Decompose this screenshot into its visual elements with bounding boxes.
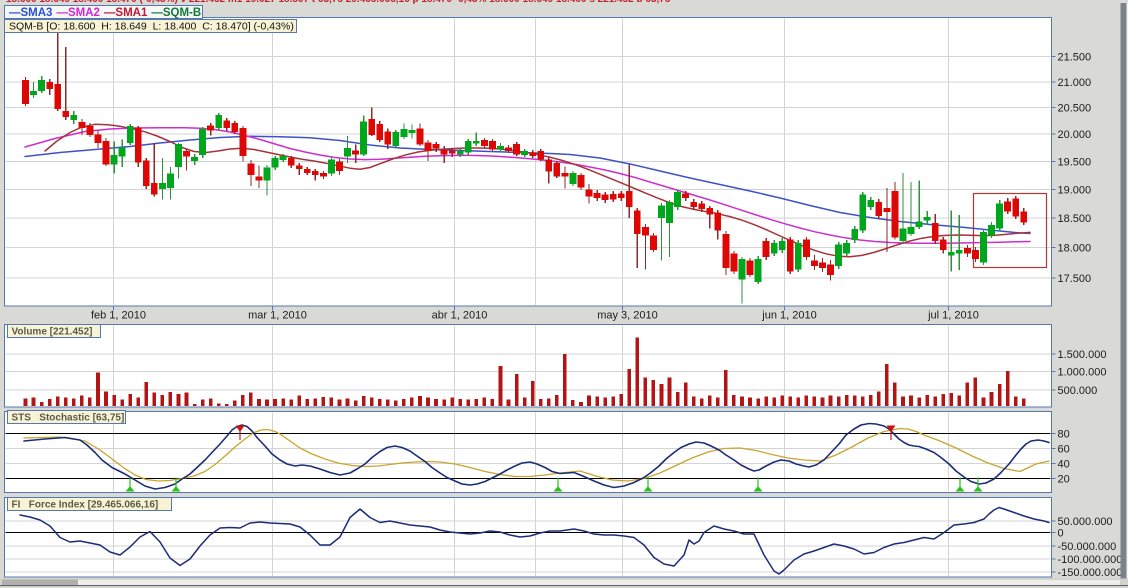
svg-text:abr 1, 2010: abr 1, 2010: [432, 310, 488, 322]
svg-text:may 3, 2010: may 3, 2010: [597, 310, 658, 322]
svg-text:19.500: 19.500: [1058, 156, 1092, 168]
svg-text:mar 1, 2010: mar 1, 2010: [248, 310, 307, 322]
svg-text:Volume [221.452]: Volume [221.452]: [12, 327, 93, 338]
svg-text:—SMA3—SMA2—SMA1—SQM-B: —SMA3 —SMA2 —SMA1 —SQM-B: [9, 7, 201, 19]
svg-text:0: 0: [1058, 528, 1064, 540]
svg-text:18.500: 18.500: [1058, 213, 1092, 225]
svg-text:-100.000.000: -100.000.000: [1058, 554, 1123, 566]
svg-text:17.500: 17.500: [1058, 273, 1092, 285]
svg-text:feb 1, 2010: feb 1, 2010: [91, 310, 146, 322]
svg-text:STS Stochastic [63,75]: STS Stochastic [63,75]: [12, 413, 125, 424]
svg-text:40: 40: [1058, 459, 1070, 471]
svg-text:-50.000.000: -50.000.000: [1058, 541, 1117, 553]
svg-text:50.000.000: 50.000.000: [1058, 516, 1113, 528]
svg-text:18.000: 18.000: [1058, 243, 1092, 255]
svg-text:18.600 18.649 18.400 18.470 (-: 18.600 18.649 18.400 18.470 (-0,43%) v 2…: [6, 0, 671, 5]
svg-text:21.000: 21.000: [1058, 77, 1092, 89]
svg-text:1.500.000: 1.500.000: [1058, 349, 1107, 361]
svg-text:21.500: 21.500: [1058, 52, 1092, 64]
svg-text:19.000: 19.000: [1058, 184, 1092, 196]
svg-text:jun 1, 2010: jun 1, 2010: [761, 310, 816, 322]
svg-text:FI Force Index [29.465.066,1: FI Force Index [29.465.066,16]: [12, 500, 159, 511]
svg-text:jul 1, 2010: jul 1, 2010: [927, 310, 979, 322]
svg-text:SQM-B [O: 18.600 H: 18.649 L: SQM-B [O: 18.600 H: 18.649 L: 18.400 C: …: [9, 21, 294, 33]
svg-text:20: 20: [1058, 474, 1070, 486]
svg-text:20.500: 20.500: [1058, 103, 1092, 115]
svg-text:-150.000.000: -150.000.000: [1058, 567, 1123, 579]
svg-text:1.000.000: 1.000.000: [1058, 367, 1107, 379]
svg-text:20.000: 20.000: [1058, 129, 1092, 141]
svg-text:80: 80: [1058, 429, 1070, 441]
svg-text:60: 60: [1058, 444, 1070, 456]
svg-text:500.000: 500.000: [1058, 385, 1098, 397]
